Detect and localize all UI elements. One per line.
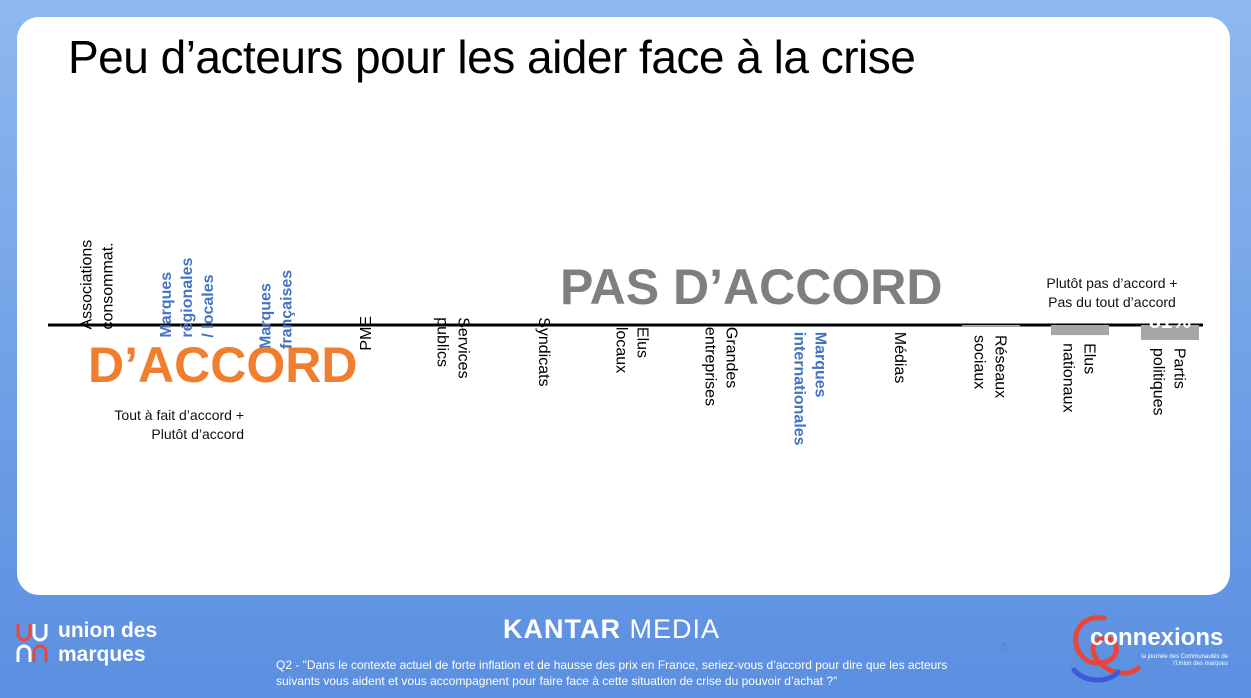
- agree-note: Tout à fait d’accord + Plutôt d’accord: [80, 406, 244, 444]
- kantar-media-logo: KANTAR MEDIA: [503, 614, 720, 645]
- union-logo-text: union des marques: [58, 619, 157, 667]
- category-label: Syndicats: [535, 317, 552, 386]
- category-label: Services: [455, 317, 472, 378]
- union-logo-line-2: marques: [58, 643, 146, 666]
- category-label: nationaux: [1060, 343, 1077, 412]
- union-logo-line-1: union des: [58, 619, 158, 642]
- connexions-logo-tagline: la journée des Communautés de l’Union de…: [1141, 654, 1228, 667]
- category-label: régionales: [179, 258, 196, 338]
- bar-value-label: 68%: [612, 289, 654, 312]
- connexions-logo-name: connexions: [1090, 624, 1224, 651]
- category-label: Grandes: [723, 327, 740, 388]
- category-label: Elus: [1081, 343, 1098, 374]
- category-label: internationales: [791, 332, 808, 446]
- category-label: Marques: [258, 283, 275, 349]
- union-logo-icon: [16, 624, 48, 662]
- category-label: Associations: [79, 240, 96, 330]
- bar-pasdaccord-7: [962, 325, 1020, 327]
- category-label: Partis: [1171, 348, 1188, 389]
- connexions-logo: connexions la journée des Communautés de…: [1064, 610, 1236, 688]
- disagree-note-line-2: Pas du tout d’accord: [1048, 294, 1176, 310]
- category-label: PME: [358, 316, 375, 351]
- agree-note-line-1: Tout à fait d’accord +: [114, 407, 244, 423]
- disagree-note: Plutôt pas d’accord + Pas du tout d’acco…: [1028, 274, 1196, 312]
- bar-value-label: 81%: [1149, 310, 1191, 333]
- bar-value-label: 71%: [880, 294, 922, 317]
- kantar-logo-bold: KANTAR: [503, 614, 621, 644]
- category-label: Marques: [158, 272, 175, 338]
- bar-value-label: 52%: [254, 369, 296, 392]
- category-label: Elus: [634, 327, 651, 358]
- disagree-note-line-1: Plutôt pas d’accord +: [1046, 275, 1178, 291]
- bar-value-label: 71%: [790, 294, 832, 317]
- survey-question-footnote: Q2 - "Dans le contexte actuel de forte i…: [276, 658, 948, 688]
- category-label: locaux: [613, 327, 630, 373]
- slide-title: Peu d’acteurs pour les aider face à la c…: [68, 31, 916, 83]
- bar-pasdaccord-9: [1141, 325, 1199, 340]
- category-label: politiques: [1150, 348, 1167, 416]
- category-label: Médias: [891, 332, 908, 384]
- slide-card: [17, 17, 1230, 595]
- bar-pasdaccord-8: [1051, 325, 1109, 336]
- page-number: 5: [1001, 641, 1008, 653]
- kantar-logo-light: MEDIA: [620, 614, 720, 644]
- bar-value-label: 78%: [1059, 305, 1101, 328]
- bar-value-label: 59%: [165, 358, 207, 381]
- category-label: Marques: [812, 332, 829, 398]
- agree-heading: D’ACCORD: [88, 337, 358, 393]
- bar-value-label: 62%: [524, 279, 566, 302]
- category-label: Réseaux: [992, 335, 1009, 398]
- category-label: consommat.: [100, 242, 117, 329]
- bar-value-label: 62%: [433, 279, 475, 302]
- bar-value-label: 68%: [701, 289, 743, 312]
- bar-value-label: 64%: [75, 350, 117, 373]
- bar-value-label: 51%: [344, 371, 386, 394]
- bar-value-label: 73%: [970, 297, 1012, 320]
- category-label: / locales: [200, 274, 217, 337]
- category-label: françaises: [279, 270, 296, 349]
- disagree-heading: PAS D’ACCORD: [560, 259, 943, 315]
- union-des-marques-logo: union des marques: [14, 618, 157, 668]
- category-label: entreprises: [702, 327, 719, 406]
- connexions-logo-icon: [1071, 615, 1141, 683]
- category-label: sociaux: [971, 335, 988, 389]
- agree-note-line-2: Plutôt d’accord: [151, 426, 244, 442]
- category-label: publics: [434, 317, 451, 367]
